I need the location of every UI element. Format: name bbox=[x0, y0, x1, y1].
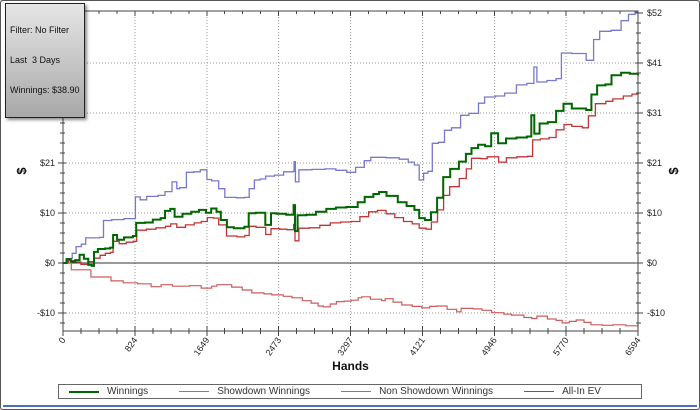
legend-label: Winnings bbox=[107, 386, 149, 397]
legend-label: Showdown Winnings bbox=[217, 386, 311, 397]
x-tick-label: 4946 bbox=[479, 335, 499, 357]
filter-info-box: Filter: No Filter Last 3 Days Winnings: … bbox=[5, 3, 85, 118]
series-showdown-winnings bbox=[63, 11, 638, 264]
y-tick-label: $21 bbox=[647, 158, 662, 168]
legend-label: Non Showdown Winnings bbox=[379, 386, 494, 397]
all-in-ev-line-sample bbox=[524, 391, 555, 392]
x-tick-label: 6594 bbox=[623, 335, 643, 357]
legend-item-non-showdown-winnings: Non Showdown Winnings bbox=[341, 386, 493, 397]
y-tick-label: $52 bbox=[647, 8, 662, 18]
legend: Winnings Showdown Winnings Non Showdown … bbox=[58, 384, 642, 399]
x-tick-label: 2473 bbox=[264, 335, 284, 357]
x-axis-title: Hands bbox=[332, 359, 369, 373]
date-range-label: Last 3 Days bbox=[10, 55, 61, 65]
legend-item-winnings: Winnings bbox=[69, 386, 148, 397]
showdown-line-sample bbox=[179, 391, 210, 392]
x-tick-label: 3297 bbox=[335, 335, 355, 357]
series-non-showdown-winnings bbox=[63, 262, 639, 328]
x-tick-label: 4121 bbox=[407, 335, 427, 357]
filter-label: Filter: No Filter bbox=[10, 25, 70, 35]
y-tick-label: $21 bbox=[40, 158, 55, 168]
y-axis-title-left: $ bbox=[14, 167, 29, 175]
legend-item-showdown-winnings: Showdown Winnings bbox=[179, 386, 310, 397]
x-tick-label: 1649 bbox=[192, 335, 212, 357]
winnings-total-label: Winnings: $38.90 bbox=[10, 85, 80, 95]
non-showdown-line-sample bbox=[341, 391, 372, 392]
y-tick-label: $0 bbox=[647, 258, 657, 268]
winnings-line-sample bbox=[69, 390, 99, 393]
legend-label: All-In EV bbox=[562, 386, 601, 397]
y-tick-label: $41 bbox=[647, 58, 662, 68]
y-tick-label: $10 bbox=[647, 208, 662, 218]
y-axis-title-right: $ bbox=[666, 167, 681, 175]
legend-item-all-in-ev: All-In EV bbox=[524, 386, 601, 397]
x-tick-label: 824 bbox=[123, 335, 140, 353]
series-winnings bbox=[63, 71, 639, 267]
y-tick-label: -$10 bbox=[647, 308, 665, 318]
y-tick-label: $0 bbox=[45, 258, 55, 268]
x-tick-label: 5770 bbox=[551, 335, 571, 357]
y-tick-label: -$10 bbox=[37, 308, 55, 318]
y-tick-label: $31 bbox=[647, 108, 662, 118]
window-bottom-accent bbox=[3, 405, 697, 407]
y-tick-label: $10 bbox=[40, 208, 55, 218]
x-tick-label: 0 bbox=[57, 335, 68, 345]
